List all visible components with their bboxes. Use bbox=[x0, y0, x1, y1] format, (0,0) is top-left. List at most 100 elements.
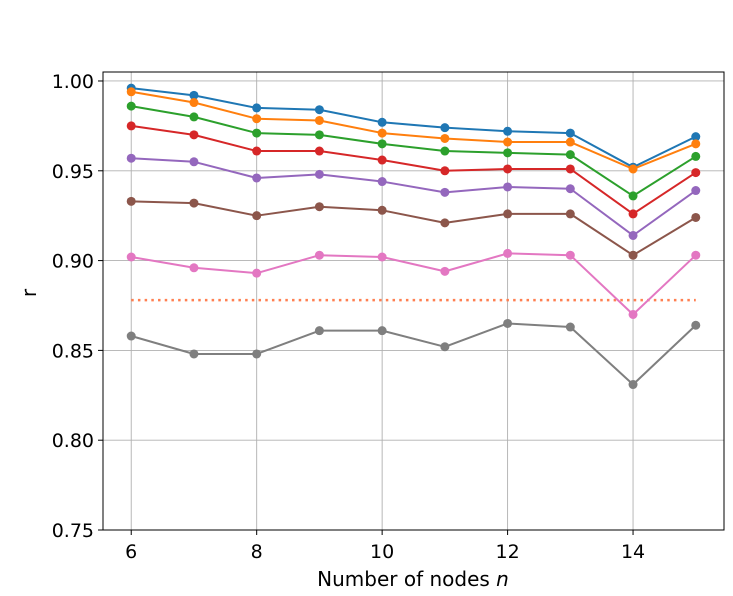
x-tick-label: 10 bbox=[370, 541, 394, 563]
data-point bbox=[189, 90, 199, 100]
y-tick-label: 0.90 bbox=[52, 251, 94, 273]
data-point bbox=[440, 133, 450, 143]
series-line bbox=[131, 157, 697, 237]
series-line bbox=[131, 105, 697, 197]
tick-layer: 6 8 10 12 14 0.75 0.80 0.85 0.90 0.95 1.00 bbox=[52, 71, 645, 563]
series-1 bbox=[126, 83, 701, 172]
data-point bbox=[189, 130, 199, 140]
data-point bbox=[628, 250, 638, 260]
data-point bbox=[440, 187, 450, 197]
data-point bbox=[440, 146, 450, 156]
data-point bbox=[440, 266, 450, 276]
series-3 bbox=[126, 101, 701, 201]
data-point bbox=[126, 87, 136, 97]
data-point bbox=[565, 250, 575, 260]
data-point bbox=[189, 198, 199, 208]
data-point bbox=[252, 211, 262, 221]
x-tick-label: 12 bbox=[495, 541, 519, 563]
data-point bbox=[565, 209, 575, 219]
y-tick-label: 0.95 bbox=[52, 161, 94, 183]
y-tick-label: 0.80 bbox=[52, 430, 94, 452]
data-point bbox=[189, 157, 199, 167]
series-2 bbox=[126, 87, 701, 174]
data-point bbox=[252, 349, 262, 359]
data-point bbox=[377, 139, 387, 149]
data-point bbox=[377, 326, 387, 336]
data-point bbox=[126, 252, 136, 262]
data-point bbox=[377, 252, 387, 262]
data-point bbox=[314, 250, 324, 260]
data-point bbox=[377, 117, 387, 127]
series-line bbox=[131, 200, 697, 257]
series-line bbox=[131, 124, 697, 215]
data-point bbox=[314, 130, 324, 140]
y-tick-label: 1.00 bbox=[52, 71, 94, 93]
data-point bbox=[503, 137, 513, 147]
data-point bbox=[691, 139, 701, 149]
data-point bbox=[377, 177, 387, 187]
data-point bbox=[565, 150, 575, 160]
y-tick-label: 0.85 bbox=[52, 340, 94, 362]
data-point bbox=[628, 380, 638, 390]
data-point bbox=[691, 320, 701, 330]
series-line bbox=[131, 252, 697, 316]
data-point bbox=[126, 101, 136, 111]
series-6 bbox=[126, 196, 701, 260]
data-point bbox=[503, 248, 513, 258]
series-7 bbox=[126, 248, 701, 319]
data-point bbox=[314, 105, 324, 115]
data-point bbox=[691, 132, 701, 142]
data-point bbox=[314, 202, 324, 212]
data-point bbox=[628, 309, 638, 319]
data-point bbox=[565, 184, 575, 194]
data-point bbox=[314, 146, 324, 156]
data-point bbox=[314, 115, 324, 125]
data-point bbox=[691, 168, 701, 178]
series-layer bbox=[126, 83, 701, 390]
data-point bbox=[252, 128, 262, 138]
data-point bbox=[628, 191, 638, 201]
data-point bbox=[377, 155, 387, 165]
data-point bbox=[252, 103, 262, 113]
data-point bbox=[503, 126, 513, 136]
data-point bbox=[126, 121, 136, 131]
y-axis-label: r bbox=[17, 288, 41, 297]
data-point bbox=[440, 342, 450, 352]
data-point bbox=[691, 250, 701, 260]
data-point bbox=[189, 349, 199, 359]
data-point bbox=[252, 114, 262, 124]
series-line bbox=[130, 322, 697, 386]
data-point bbox=[126, 331, 136, 341]
data-point bbox=[565, 164, 575, 174]
data-point bbox=[126, 196, 136, 206]
data-point bbox=[252, 173, 262, 183]
data-point bbox=[628, 209, 638, 219]
data-point bbox=[252, 146, 262, 156]
data-point bbox=[377, 205, 387, 215]
plot-frame bbox=[102, 71, 725, 531]
data-point bbox=[503, 148, 513, 158]
data-point bbox=[189, 263, 199, 273]
x-tick-label: 8 bbox=[251, 541, 263, 563]
y-tick-label: 0.75 bbox=[52, 520, 94, 542]
data-point bbox=[691, 212, 701, 222]
data-point bbox=[565, 137, 575, 147]
data-point bbox=[377, 128, 387, 138]
data-point bbox=[691, 186, 701, 196]
series-4 bbox=[126, 121, 701, 219]
series-8 bbox=[126, 318, 701, 390]
data-point bbox=[440, 123, 450, 133]
x-axis-label: Number of nodes n bbox=[317, 567, 509, 591]
x-axis-label-text: Number of nodes bbox=[317, 567, 490, 591]
data-point bbox=[189, 112, 199, 122]
x-tick-label: 14 bbox=[621, 541, 645, 563]
data-point bbox=[189, 98, 199, 108]
data-point bbox=[503, 209, 513, 219]
data-point bbox=[628, 230, 638, 240]
data-point bbox=[126, 153, 136, 163]
data-point bbox=[440, 166, 450, 176]
series-line bbox=[131, 87, 697, 169]
series-line bbox=[131, 90, 697, 170]
data-point bbox=[503, 182, 513, 192]
data-point bbox=[440, 218, 450, 228]
